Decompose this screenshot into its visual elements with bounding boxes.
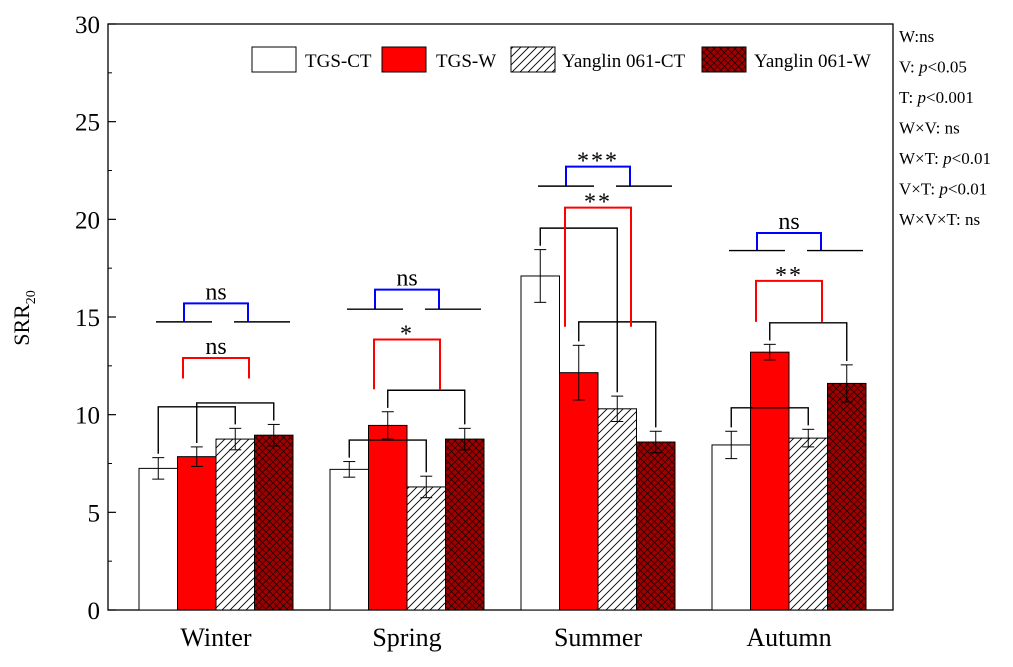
bar [827,382,867,611]
legend-swatch [701,46,747,73]
stats-annotation: V×T: p<0.01 [899,180,987,199]
interaction-bracket [539,227,618,393]
legend-swatch [510,46,556,73]
bar [368,424,408,611]
y-tick-label: 15 [75,305,100,332]
legend-label: Yanglin 061-W [754,51,871,72]
significance-label: *** [577,149,619,175]
y-tick-label: 5 [88,500,101,527]
bar [520,275,560,611]
interaction-bracket [387,389,466,425]
plot-area [107,23,894,611]
bar [750,351,790,611]
x-tick-label: Winter [180,623,251,652]
stats-annotation: V: p<0.05 [899,58,967,77]
stats-annotation: W:ns [899,27,934,46]
stats-annotation: T: p<0.001 [899,88,974,107]
significance-bracket-v [374,288,440,310]
interaction-bracket [196,402,275,443]
y-tick-label: 0 [88,598,101,625]
stats-annotation: W×T: p<0.01 [899,149,991,168]
bar [254,434,294,611]
bar [215,438,255,611]
x-tick-label: Spring [372,623,441,652]
bar [329,468,369,611]
bar [597,408,637,611]
significance-label: ns [205,334,226,360]
x-tick-label: Summer [554,623,642,652]
legend-label: TGS-W [436,51,496,72]
significance-label: ** [584,190,612,216]
legend-label: TGS-CT [305,51,372,72]
legend-swatch [381,46,427,73]
significance-label: * [400,321,414,347]
significance-label: ** [775,263,803,289]
interaction-bracket [578,321,657,428]
bar [788,437,828,611]
bar [406,486,446,611]
significance-bracket-v [565,165,631,187]
interaction-bracket [769,322,848,361]
significance-label: ns [778,209,799,235]
significance-bracket-w [564,206,632,327]
y-tick-label: 30 [75,12,100,39]
significance-bracket-w [755,279,823,322]
bar [636,441,676,611]
stats-annotation: W×V×T: ns [899,210,980,229]
y-tick-label: 25 [75,110,100,137]
significance-bracket-w [373,338,441,390]
chart-text: 0 5 10 15 20 25 30 SRR20 Winter Spring Summer Autum… [9,12,991,652]
stats-annotation: W×V: ns [899,119,960,138]
significance-bracket-v [183,302,249,322]
bar [177,456,217,611]
bar [445,438,485,611]
bar [559,372,599,611]
bar [138,467,178,611]
significance-bracket-w [182,357,250,379]
legend-swatch [251,46,297,73]
interaction-bracket [730,407,809,428]
legend-label: Yanglin 061-CT [562,51,686,72]
y-tick-label: 20 [75,207,100,234]
significance-label: ns [205,279,226,305]
y-axis-label: SRR20 [9,290,39,346]
x-tick-label: Autumn [746,623,831,652]
bar [711,444,751,611]
significance-label: ns [396,266,417,292]
y-tick-label: 10 [75,403,100,430]
significance-bracket-v [756,232,822,251]
interaction-bracket [348,439,427,473]
